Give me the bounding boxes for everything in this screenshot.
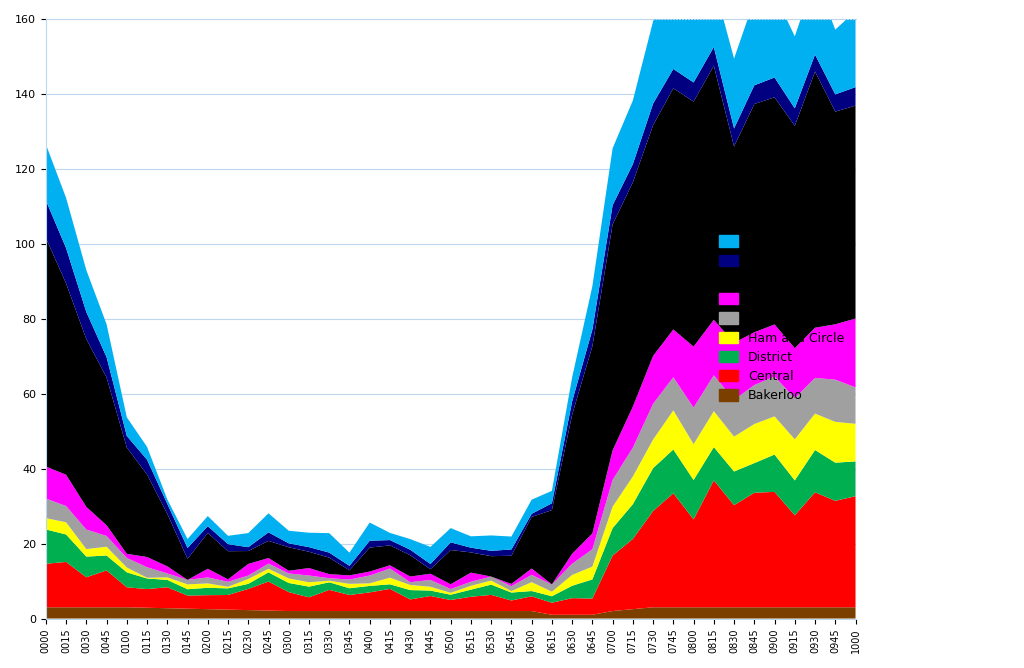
Legend: Victoria, Piccadilly, Northern, Metropolitan, Jubilee, Ham and Circle, District,: Victoria, Piccadilly, Northern, Metropol… [715, 230, 849, 407]
